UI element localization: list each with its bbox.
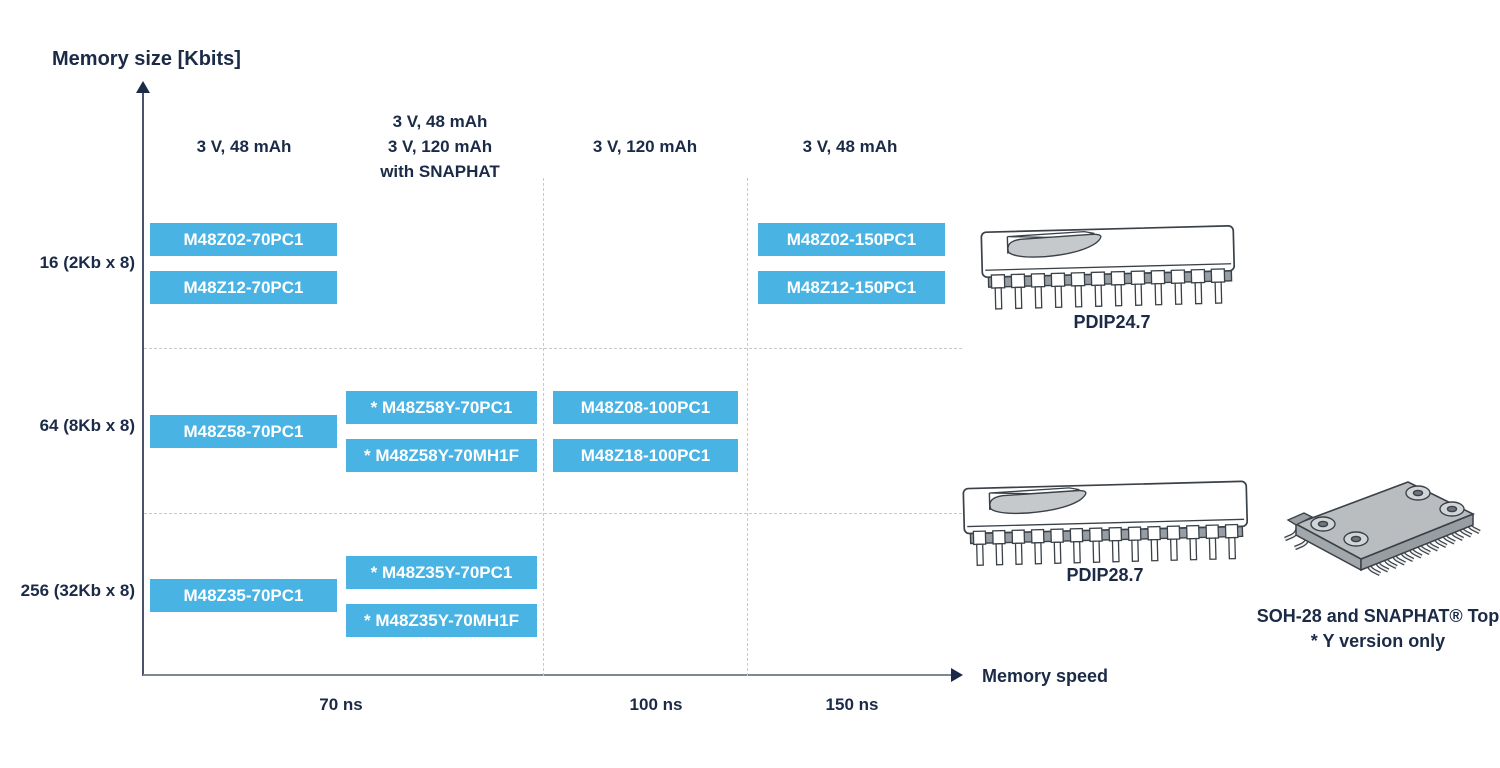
- y-tick-64kbits: 64 (8Kb x 8): [39, 416, 135, 435]
- pdip24-label: PDIP24.7: [1073, 312, 1151, 332]
- pdip24-package-illustration: [975, 220, 1245, 317]
- product-m48z02-70pc1: M48Z02-70PC1: [150, 223, 337, 256]
- x-axis-line: [143, 674, 953, 676]
- product-m48z35y-70mh1f: * M48Z35Y-70MH1F: [346, 604, 537, 637]
- y-tick-256kbits: 256 (32Kb x 8): [20, 581, 135, 600]
- y-axis-line: [142, 92, 144, 676]
- product-m48z12-70pc1: M48Z12-70PC1: [150, 271, 337, 304]
- grid-separator-vertical-2: [747, 178, 748, 676]
- x-tick-150ns: 150 ns: [825, 695, 879, 714]
- product-m48z58y-70pc1: * M48Z58Y-70PC1: [346, 391, 537, 424]
- grid-separator-horizontal-2: [144, 513, 962, 514]
- x-axis-title: Memory speed: [982, 666, 1109, 686]
- soh-package-icon: [1268, 481, 1498, 602]
- product-m48z08-100pc1: M48Z08-100PC1: [553, 391, 738, 424]
- pdip28-label: PDIP28.7: [1066, 565, 1144, 585]
- y-tick-16kbits: 16 (2Kb x 8): [39, 253, 135, 272]
- product-m48z02-150pc1: M48Z02-150PC1: [758, 223, 945, 256]
- soh28-package-illustration: [1268, 462, 1498, 607]
- column-header-100ns: 3 V, 120 mAh: [592, 137, 698, 156]
- product-m48z18-100pc1: M48Z18-100PC1: [553, 439, 738, 472]
- grid-separator-vertical-1: [543, 178, 544, 676]
- product-m48z35-70pc1: M48Z35-70PC1: [150, 579, 337, 612]
- product-m48z58y-70mh1f: * M48Z58Y-70MH1F: [346, 439, 537, 472]
- column-header-line: 3 V, 120 mAh: [387, 137, 493, 156]
- product-m48z12-150pc1: M48Z12-150PC1: [758, 271, 945, 304]
- column-header-line: 3 V, 48 mAh: [392, 112, 488, 131]
- dip-package-icon: [962, 480, 1249, 567]
- grid-separator-horizontal-1: [144, 348, 962, 349]
- pdip28-package-illustration: [958, 476, 1253, 573]
- dip-package-icon: [980, 224, 1236, 310]
- x-tick-100ns: 100 ns: [629, 695, 683, 714]
- x-tick-70ns: 70 ns: [319, 695, 363, 714]
- soh28-label: SOH-28 and SNAPHAT® Top: [1256, 606, 1500, 626]
- column-header-70ns-y-versions: 3 V, 48 mAh 3 V, 120 mAh with SNAPHAT: [380, 109, 500, 184]
- x-axis-arrow-icon: [951, 668, 963, 682]
- product-m48z58-70pc1: M48Z58-70PC1: [150, 415, 337, 448]
- column-header-line: with SNAPHAT: [380, 162, 500, 181]
- column-header-150ns: 3 V, 48 mAh: [802, 137, 898, 156]
- y-axis-title: Memory size [Kbits]: [52, 48, 241, 70]
- y-version-footnote: * Y version only: [1310, 631, 1446, 651]
- column-header-70ns: 3 V, 48 mAh: [196, 137, 292, 156]
- y-axis-arrow-icon: [136, 81, 150, 93]
- product-m48z35y-70pc1: * M48Z35Y-70PC1: [346, 556, 537, 589]
